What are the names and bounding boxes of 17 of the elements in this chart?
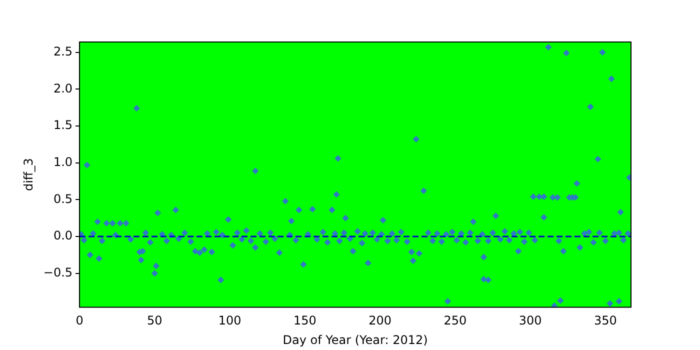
y-tick-label: 0.0 (53, 228, 73, 243)
x-tick-label: 50 (147, 314, 162, 328)
y-tick-label: −0.5 (43, 265, 73, 280)
x-tick-label: 150 (293, 314, 316, 328)
y-axis-title: diff_3 (21, 158, 36, 192)
x-tick-label: 200 (368, 314, 392, 328)
x-tick-label: 0 (76, 314, 84, 328)
x-tick-label: 300 (518, 314, 542, 328)
x-axis-title: Day of Year (Year: 2012) (282, 332, 428, 347)
x-tick-label: 350 (594, 314, 617, 328)
x-tick-label: 100 (218, 314, 242, 328)
y-tick-label: 2.5 (53, 44, 73, 58)
y-tick-label: 2.0 (53, 81, 73, 96)
y-tick-label: 1.5 (53, 118, 73, 132)
x-tick-label: 250 (444, 314, 467, 328)
y-tick-label: 1.0 (53, 154, 73, 169)
y-tick-label: 0.5 (53, 192, 73, 206)
